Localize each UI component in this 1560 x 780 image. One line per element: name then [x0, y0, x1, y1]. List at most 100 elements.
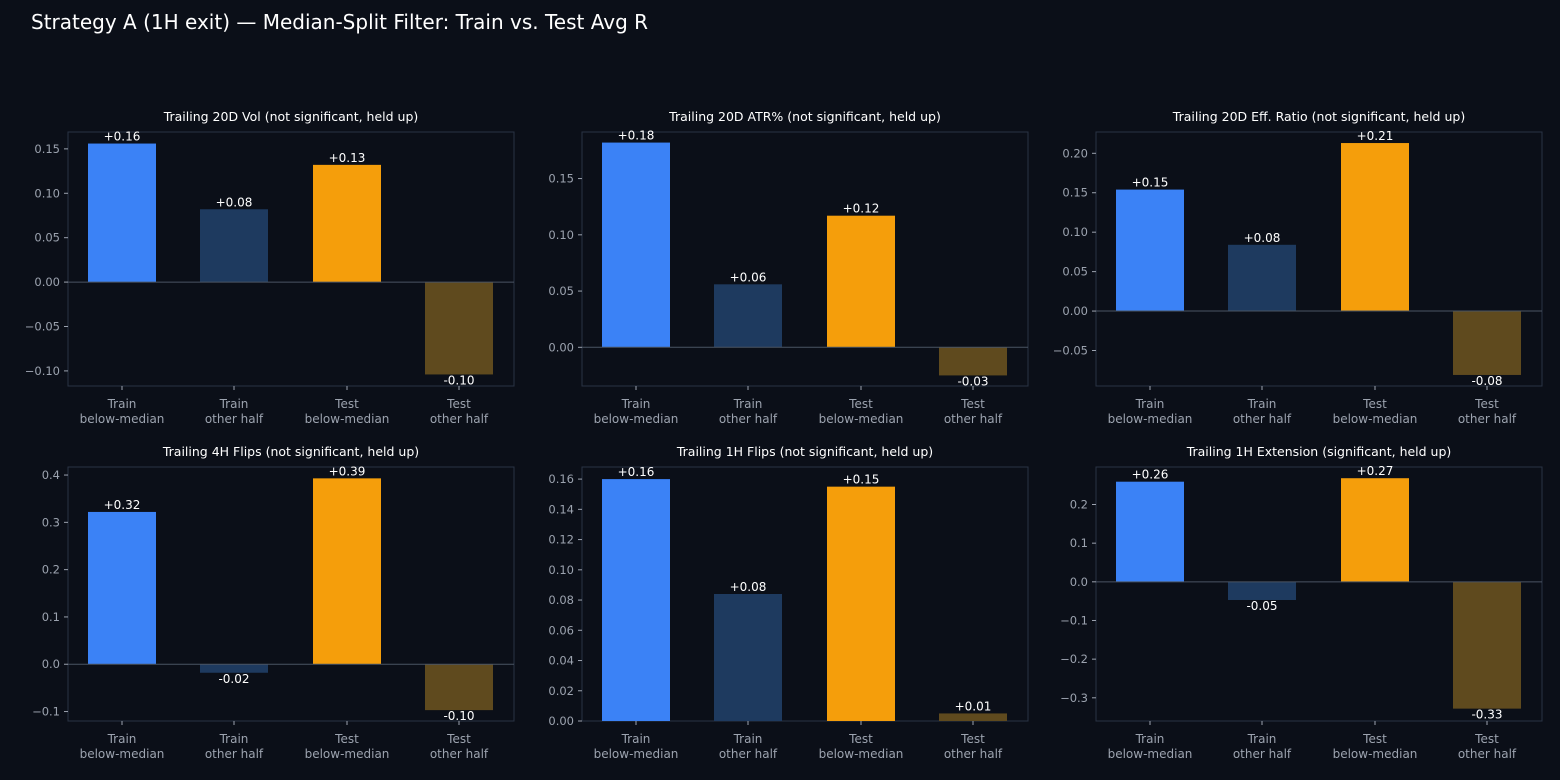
x-tick-label: other half: [1458, 747, 1517, 761]
y-tick-label: 0.10: [34, 186, 60, 200]
x-tick-label: other half: [1458, 412, 1517, 426]
x-tick-label: below-median: [594, 412, 679, 426]
bar-value-label: +0.08: [730, 580, 767, 594]
panel-title: Trailing 1H Flips (not significant, held…: [676, 444, 933, 459]
x-tick-label: below-median: [1108, 747, 1193, 761]
bar-value-label: +0.16: [104, 130, 141, 144]
bar: [1228, 581, 1296, 600]
y-tick-label: 0.2: [42, 563, 60, 577]
x-tick-label: Train: [1135, 732, 1165, 746]
bar: [200, 209, 268, 283]
bar: [425, 282, 493, 375]
y-tick-label: −0.1: [32, 705, 60, 719]
bar-value-label: +0.27: [1357, 464, 1394, 478]
x-tick-label: other half: [205, 747, 264, 761]
x-tick-label: Train: [733, 397, 763, 411]
y-tick-label: −0.1: [1060, 613, 1088, 627]
bar: [714, 594, 782, 721]
bar: [827, 486, 895, 721]
bar-value-label: +0.18: [618, 129, 655, 143]
bar: [1453, 311, 1521, 375]
x-tick-label: below-median: [819, 412, 904, 426]
bar-value-label: +0.39: [329, 464, 366, 478]
x-tick-label: Test: [334, 397, 359, 411]
bar: [313, 164, 381, 283]
x-tick-label: Test: [1474, 397, 1499, 411]
y-tick-label: 0.06: [548, 623, 574, 637]
x-tick-label: Test: [1474, 732, 1499, 746]
bar-value-label: +0.08: [216, 195, 253, 209]
y-tick-label: 0.15: [548, 172, 574, 186]
panel-title: Trailing 20D ATR% (not significant, held…: [668, 109, 941, 124]
bar-value-label: +0.13: [329, 151, 366, 165]
bar-value-label: -0.02: [218, 672, 249, 686]
bar-value-label: +0.15: [1132, 176, 1169, 190]
bar-value-label: -0.08: [1471, 374, 1502, 388]
y-tick-label: 0.05: [548, 284, 574, 298]
plot-frame: [1095, 131, 1543, 387]
bar: [200, 664, 268, 673]
x-tick-label: other half: [719, 747, 778, 761]
plot-frame: [1095, 466, 1543, 722]
bar: [1341, 143, 1409, 312]
y-tick-label: −0.10: [25, 364, 60, 378]
x-tick-label: below-median: [1333, 747, 1418, 761]
plot-frame: [67, 466, 515, 722]
bar: [939, 347, 1007, 376]
y-tick-label: 0.05: [34, 231, 60, 245]
bar-value-label: +0.26: [1132, 468, 1169, 482]
y-tick-label: 0.05: [1062, 265, 1088, 279]
bar: [1116, 189, 1184, 312]
bar-value-label: +0.06: [730, 270, 767, 284]
x-tick-label: below-median: [80, 747, 165, 761]
panel-title: Trailing 4H Flips (not significant, held…: [162, 444, 419, 459]
panel-title: Trailing 20D Vol (not significant, held …: [163, 109, 419, 124]
x-tick-label: other half: [944, 412, 1003, 426]
bar: [1341, 478, 1409, 582]
bar-value-label: +0.12: [843, 202, 880, 216]
x-tick-label: Test: [334, 732, 359, 746]
bar-value-label: +0.16: [618, 465, 655, 479]
x-tick-label: Train: [219, 397, 249, 411]
x-tick-label: below-median: [80, 412, 165, 426]
x-tick-label: other half: [944, 747, 1003, 761]
bar: [602, 479, 670, 721]
y-tick-label: 0.15: [34, 142, 60, 156]
y-tick-label: −0.2: [1060, 652, 1088, 666]
y-tick-label: 0.10: [548, 563, 574, 577]
y-tick-label: 0.00: [1062, 304, 1088, 318]
bar-value-label: -0.05: [1246, 599, 1277, 613]
x-tick-label: below-median: [1333, 412, 1418, 426]
y-tick-label: 0.4: [42, 468, 60, 482]
x-tick-label: other half: [430, 412, 489, 426]
y-tick-label: 0.00: [548, 714, 574, 728]
x-tick-label: Train: [219, 732, 249, 746]
x-tick-label: Test: [1362, 732, 1387, 746]
y-tick-label: 0.0: [42, 657, 60, 671]
panel-title: Trailing 1H Extension (significant, held…: [1186, 444, 1452, 459]
y-tick-label: −0.05: [25, 319, 60, 333]
x-tick-label: Train: [1135, 397, 1165, 411]
bar: [827, 215, 895, 348]
y-tick-label: 0.04: [548, 654, 574, 668]
x-tick-label: below-median: [305, 412, 390, 426]
y-tick-label: 0.20: [1062, 146, 1088, 160]
x-tick-label: below-median: [594, 747, 679, 761]
x-tick-label: other half: [719, 412, 778, 426]
y-tick-label: 0.08: [548, 593, 574, 607]
bar: [602, 142, 670, 348]
x-tick-label: Test: [446, 732, 471, 746]
x-tick-label: Train: [621, 397, 651, 411]
plot-frame: [581, 466, 1029, 722]
y-tick-label: 0.3: [42, 515, 60, 529]
bar-value-label: -0.33: [1471, 708, 1502, 722]
y-tick-label: 0.2: [1070, 498, 1088, 512]
x-tick-label: Train: [733, 732, 763, 746]
x-tick-label: Test: [848, 397, 873, 411]
bar: [425, 664, 493, 711]
bar-value-label: +0.15: [843, 473, 880, 487]
x-tick-label: other half: [205, 412, 264, 426]
x-tick-label: Test: [960, 397, 985, 411]
x-tick-label: other half: [430, 747, 489, 761]
x-tick-label: other half: [1233, 412, 1292, 426]
